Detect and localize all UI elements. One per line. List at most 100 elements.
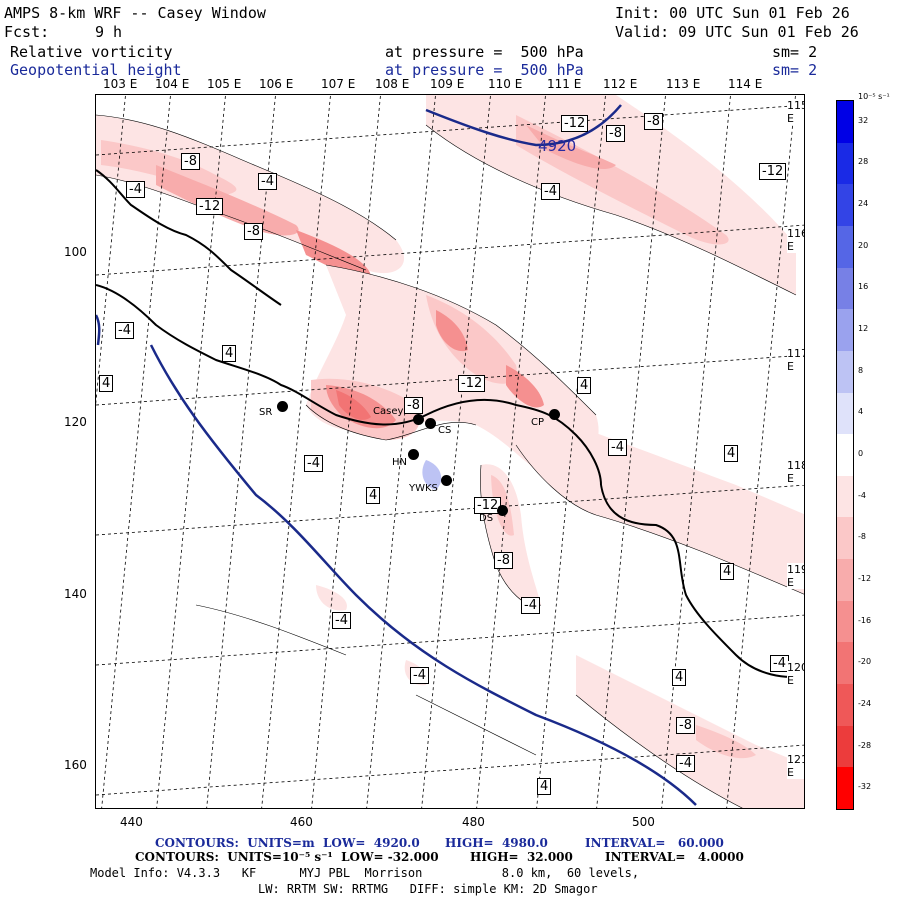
station-marker[interactable]	[408, 449, 419, 460]
colorbar-tick-label: 24	[858, 199, 869, 209]
right-longitude-label: 116 E	[787, 227, 804, 253]
station-marker[interactable]	[277, 401, 288, 412]
vorticity-contour-label: -4	[115, 322, 134, 339]
station-marker[interactable]	[441, 475, 452, 486]
init-time: Init: 00 UTC Sun 01 Feb 26	[615, 4, 850, 22]
vorticity-contour-label: -4	[258, 173, 277, 190]
vorticity-contour-label: -4	[608, 439, 627, 456]
lon-label: 108 E	[375, 77, 410, 91]
station-label: Casey	[373, 406, 404, 417]
vorticity-contour-label: 4	[577, 377, 592, 394]
colorbar-segment	[837, 559, 853, 602]
vorticity-contour-label: -4	[126, 181, 145, 198]
colorbar-segment	[837, 684, 853, 727]
lon-label: 109 E	[430, 77, 465, 91]
height-contour-interval: INTERVAL= 60.000	[585, 836, 724, 850]
station-marker[interactable]	[497, 505, 508, 516]
colorbar	[836, 100, 854, 810]
map-title: AMPS 8-km WRF -- Casey Window	[4, 4, 266, 22]
colorbar-tick-label: -12	[858, 573, 872, 583]
station-marker[interactable]	[425, 418, 436, 429]
colorbar-segment	[837, 434, 853, 477]
colorbar-tick-label: 4	[858, 407, 864, 417]
colorbar-tick-label: -4	[858, 490, 866, 500]
lon-label: 105 E	[207, 77, 242, 91]
height-contour-info: CONTOURS: UNITS=m LOW= 4920.0	[155, 836, 420, 850]
vorticity-contour-label: 4	[366, 487, 381, 504]
station-label: SR	[259, 407, 273, 418]
x-axis-tick-label: 460	[290, 815, 313, 829]
vorticity-contour-label: -8	[676, 717, 695, 734]
vorticity-contour-label: 4	[672, 669, 687, 686]
vorticity-contour-label: 4	[222, 345, 237, 362]
station-label: DS	[479, 513, 494, 524]
colorbar-tick-label: -16	[858, 615, 872, 625]
lon-label: 106 E	[259, 77, 294, 91]
height-contour-high: HIGH= 4980.0	[445, 836, 548, 850]
vorticity-contours	[96, 114, 804, 808]
lon-label: 107 E	[321, 77, 356, 91]
right-longitude-label: 120 E	[787, 661, 804, 687]
station-label: CS	[438, 425, 452, 436]
y-axis-tick-label: 120	[64, 415, 87, 429]
lon-label: 113 E	[666, 77, 701, 91]
vorticity-contour-label: -4	[410, 667, 429, 684]
map-plot-area[interactable]: 4920 -8 -12 -4 -12 -8 -8 -4 -4 -12 -8 -4…	[95, 94, 805, 809]
colorbar-tick-label: -24	[858, 698, 872, 708]
vorticity-contour-label: -12	[458, 375, 486, 392]
vorticity-contour-label: -8	[606, 125, 625, 142]
vorticity-contour-label: -8	[644, 113, 663, 130]
forecast-hour: 9 h	[95, 23, 123, 41]
vorticity-contour-label: -4	[541, 183, 560, 200]
station-marker[interactable]	[549, 409, 560, 420]
colorbar-tick-label: 28	[858, 157, 869, 167]
vorticity-contour-label: -4	[332, 612, 351, 629]
colorbar-segment	[837, 642, 853, 685]
forecast-label: Fcst:	[4, 23, 50, 41]
colorbar-tick-label: -32	[858, 782, 872, 792]
colorbar-tick-label: 20	[858, 240, 869, 250]
y-axis-tick-label: 100	[64, 245, 87, 259]
station-label: CP	[531, 417, 545, 428]
colorbar-tick-label: 0	[858, 449, 864, 458]
vorticity-contour-high: HIGH= 32.000	[470, 850, 573, 864]
lon-label: 104 E	[155, 77, 190, 91]
geopotential-height-contours	[96, 104, 697, 806]
right-longitude-label: 121 E	[787, 753, 804, 779]
x-axis-tick-label: 500	[632, 815, 655, 829]
colorbar-segment	[837, 350, 853, 394]
vorticity-contour-info: CONTOURS: UNITS=10⁻⁵ s⁻¹ LOW= -32.000	[135, 850, 439, 864]
field1-name: Relative vorticity	[10, 43, 173, 61]
vorticity-contour-label: -12	[561, 115, 589, 132]
y-axis-tick-label: 160	[64, 758, 87, 772]
colorbar-segment	[837, 184, 853, 227]
colorbar-segment	[837, 475, 853, 518]
colorbar-tick-label: -8	[858, 532, 866, 542]
colorbar-tick-label: 12	[858, 324, 869, 334]
colorbar-segment	[837, 767, 853, 810]
colorbar-tick-label: 32	[858, 115, 869, 125]
colorbar-tick-label: 16	[858, 282, 869, 292]
vorticity-contour-label: -8	[404, 397, 423, 414]
colorbar-segment	[837, 309, 853, 352]
x-axis-tick-label: 480	[462, 815, 485, 829]
vorticity-contour-interval: INTERVAL= 4.0000	[605, 850, 744, 864]
colorbar-segment	[837, 600, 853, 643]
vorticity-contour-label: -12	[196, 198, 224, 215]
right-longitude-label: 118 E	[787, 459, 804, 485]
colorbar-segment	[837, 101, 853, 144]
vorticity-contour-label: 4	[720, 563, 735, 580]
colorbar-segment	[837, 517, 853, 560]
valid-time: Valid: 09 UTC Sun 01 Feb 26	[615, 23, 859, 41]
geopotential-contour-label: 4920	[538, 137, 577, 155]
field2-smoothing: sm= 2	[772, 61, 818, 79]
vorticity-contour-label: 4	[99, 375, 114, 392]
vorticity-contour-label: -4	[676, 755, 695, 772]
model-info: Model Info: V4.3.3 KF MYJ PBL Morrison 8…	[90, 866, 640, 880]
lon-label: 111 E	[547, 77, 582, 91]
colorbar-tick-label: -20	[858, 657, 872, 667]
colorbar-tick-label: 8	[858, 365, 864, 375]
right-longitude-label: 119 E	[787, 563, 804, 589]
colorbar-segment	[837, 392, 853, 435]
station-marker[interactable]	[413, 414, 424, 425]
